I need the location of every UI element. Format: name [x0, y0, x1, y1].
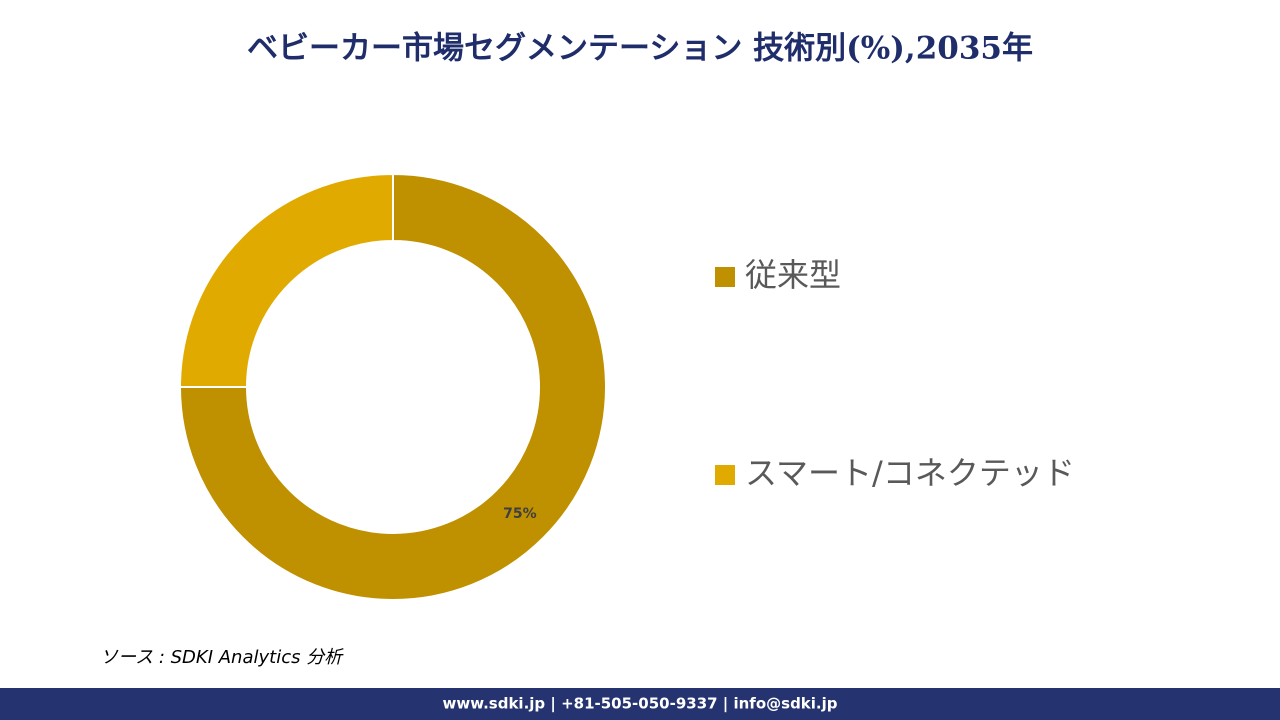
- donut-segment: [178, 172, 394, 388]
- legend-label: スマート/コネクテッド: [745, 454, 1075, 492]
- chart-title: ベビーカー市場セグメンテーション 技術別(%),2035年: [247, 31, 1033, 67]
- value-label: 75%: [503, 506, 537, 522]
- footer-bar: [0, 688, 1280, 720]
- footer: www.sdki.jp | +81-505-050-9337 | info@sd…: [442, 695, 837, 714]
- legend-swatch: [715, 267, 735, 287]
- source: ソース : SDKI Analytics 分析: [100, 647, 344, 668]
- legend-swatch: [715, 465, 735, 485]
- donut-segment: [178, 172, 607, 601]
- legend-label: 従来型: [745, 256, 841, 294]
